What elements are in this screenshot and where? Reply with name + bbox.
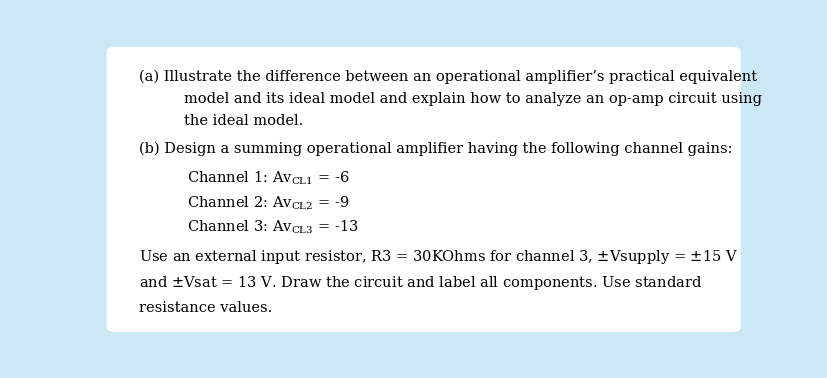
- Text: (a) Illustrate the difference between an operational amplifier’s practical equiv: (a) Illustrate the difference between an…: [139, 70, 756, 85]
- Text: Channel 2: Av$_{\mathregular{CL2}}$ = -9: Channel 2: Av$_{\mathregular{CL2}}$ = -9: [187, 194, 349, 212]
- Text: Use an external input resistor, R3 = 30KOhms for channel 3, $\pm$Vsupply = $\pm$: Use an external input resistor, R3 = 30K…: [139, 248, 737, 266]
- Text: and $\pm$Vsat = 13 V. Draw the circuit and label all components. Use standard: and $\pm$Vsat = 13 V. Draw the circuit a…: [139, 274, 701, 292]
- FancyBboxPatch shape: [107, 47, 740, 332]
- Text: Channel 3: Av$_{\mathregular{CL3}}$ = -13: Channel 3: Av$_{\mathregular{CL3}}$ = -1…: [187, 218, 358, 236]
- Text: Channel 1: Av$_{\mathregular{CL1}}$ = -6: Channel 1: Av$_{\mathregular{CL1}}$ = -6: [187, 169, 349, 187]
- Text: model and its ideal model and explain how to analyze an op-amp circuit using: model and its ideal model and explain ho…: [184, 92, 761, 106]
- Text: the ideal model.: the ideal model.: [184, 114, 303, 128]
- Text: resistance values.: resistance values.: [139, 302, 272, 316]
- Text: (b) Design a summing operational amplifier having the following channel gains:: (b) Design a summing operational amplifi…: [139, 141, 731, 156]
